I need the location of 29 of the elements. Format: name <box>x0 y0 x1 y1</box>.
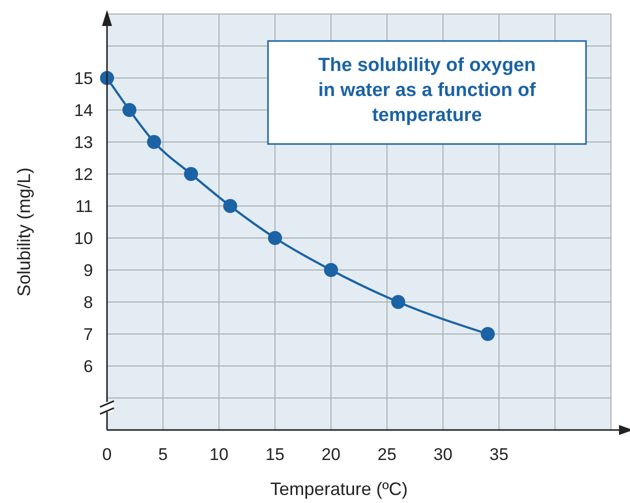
y-tick-label: 6 <box>84 357 93 376</box>
y-tick-label: 10 <box>74 229 93 248</box>
x-tick-label: 10 <box>210 445 228 464</box>
point <box>223 199 238 213</box>
point <box>391 295 406 309</box>
x-tick-label: 0 <box>102 445 112 464</box>
x-tick-label: 5 <box>158 445 168 464</box>
y-tick-label: 7 <box>84 325 93 344</box>
y-tick-label: 13 <box>74 133 93 152</box>
x-tick-label: 15 <box>266 445 284 464</box>
text: The solubility of oxygen in water as a function of temperature <box>318 55 536 126</box>
x-tick-label: 35 <box>490 445 508 464</box>
point <box>122 103 136 117</box>
x-axis-title: Temperature (ºC) <box>270 479 408 499</box>
x-tick-label: 30 <box>434 445 452 464</box>
y-axis-title: Solubility (mg/L) <box>14 167 34 297</box>
y-tick-label: 15 <box>74 69 93 88</box>
point <box>268 231 282 245</box>
point <box>480 327 495 341</box>
point <box>184 167 198 181</box>
y-tick-label: 8 <box>84 293 93 312</box>
point <box>324 263 338 277</box>
y-tick-label: 12 <box>74 165 93 184</box>
y-tick-label: 9 <box>84 261 93 280</box>
point <box>147 135 162 149</box>
y-tick-label: 11 <box>75 197 93 216</box>
y-tick-label: 14 <box>74 101 93 120</box>
x-tick-label: 20 <box>322 445 340 464</box>
x-tick-label: 25 <box>378 445 396 464</box>
